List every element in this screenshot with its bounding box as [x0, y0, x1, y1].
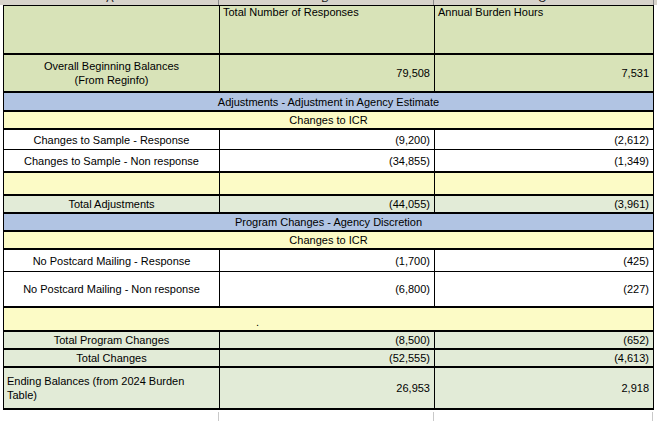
table-row-total-changes: Total Changes (52,555) (4,613) — [4, 348, 653, 366]
cell-label[interactable]: Changes to Sample - Response — [4, 130, 219, 149]
header-cell-label[interactable] — [4, 6, 219, 53]
cell-responses[interactable]: (52,555) — [219, 350, 434, 366]
header-cell-total-responses[interactable]: Total Number of Responses — [219, 6, 434, 53]
section-banner-changes-to-icr: Changes to ICR — [4, 110, 653, 128]
column-header-c[interactable]: C — [527, 0, 557, 4]
table-row-empty — [4, 171, 653, 194]
cell-hours[interactable]: (2,612) — [434, 130, 653, 149]
cell-hours[interactable]: 2,918 — [434, 368, 653, 408]
cell-label[interactable]: No Postcard Mailing - Response — [4, 250, 219, 271]
gridline — [433, 412, 434, 421]
gridline — [218, 412, 219, 421]
cell-label[interactable]: Overall Beginning Balances (From Reginfo… — [4, 55, 219, 91]
cell-hours[interactable]: 7,531 — [434, 55, 653, 91]
cell-hours[interactable]: (425) — [434, 250, 653, 271]
cell-hours[interactable]: (3,961) — [434, 196, 653, 212]
cell-responses[interactable]: (6,800) — [219, 272, 434, 306]
banner-cell[interactable]: Program Changes - Agency Discretion — [4, 214, 653, 230]
gridline — [652, 412, 653, 421]
cell-label[interactable]: Ending Balances (from 2024 Burden Table) — [4, 368, 219, 408]
cell-hours[interactable]: (1,349) — [434, 150, 653, 171]
table-row-ending-balances: Ending Balances (from 2024 Burden Table)… — [4, 366, 653, 410]
cell-responses[interactable]: (34,855) — [219, 150, 434, 171]
cell-label[interactable]: Total Changes — [4, 350, 219, 366]
banner-cell[interactable]: Changes to ICR — [4, 112, 653, 128]
cell-hours[interactable]: (227) — [434, 272, 653, 306]
spacer-cell[interactable]: . — [4, 308, 653, 330]
table-row: Overall Beginning Balances (From Reginfo… — [4, 53, 653, 91]
column-header-a[interactable]: A — [95, 0, 125, 4]
cell-label[interactable]: Total Program Changes — [4, 332, 219, 348]
cell-label[interactable]: Total Adjustments — [4, 196, 219, 212]
section-banner-changes-to-icr: Changes to ICR — [4, 230, 653, 248]
cell-hours[interactable] — [434, 173, 653, 194]
cell-responses[interactable]: (1,700) — [219, 250, 434, 271]
stray-dot: . — [256, 316, 259, 328]
grid-area-below-table — [0, 412, 657, 421]
cell-responses[interactable]: (44,055) — [219, 196, 434, 212]
cell-responses[interactable] — [219, 173, 434, 194]
cell-responses[interactable]: (8,500) — [219, 332, 434, 348]
banner-cell[interactable]: Changes to ICR — [4, 232, 653, 248]
cell-hours[interactable]: (4,613) — [434, 350, 653, 366]
burden-change-table: Total Number of Responses Annual Burden … — [3, 5, 654, 410]
cell-label[interactable] — [4, 173, 219, 194]
cell-responses[interactable]: (9,200) — [219, 130, 434, 149]
cell-label[interactable]: No Postcard Mailing - Non response — [4, 272, 219, 306]
section-banner-program-changes: Program Changes - Agency Discretion — [4, 212, 653, 230]
table-row-empty: . — [4, 306, 653, 330]
table-row: Changes to Sample - Response (9,200) (2,… — [4, 128, 653, 149]
table-row-total-adjustments: Total Adjustments (44,055) (3,961) — [4, 194, 653, 212]
table-row: No Postcard Mailing - Response (1,700) (… — [4, 248, 653, 271]
table-row: Changes to Sample - Non response (34,855… — [4, 149, 653, 171]
header-cell-annual-burden-hours[interactable]: Annual Burden Hours — [434, 6, 653, 53]
table-row: No Postcard Mailing - Non response (6,80… — [4, 271, 653, 306]
banner-cell[interactable]: Adjustments - Adjustment in Agency Estim… — [4, 93, 653, 110]
column-header-b[interactable]: B — [310, 0, 340, 4]
table-header-row: Total Number of Responses Annual Burden … — [4, 6, 653, 53]
cell-hours[interactable]: (652) — [434, 332, 653, 348]
cell-label[interactable]: Changes to Sample - Non response — [4, 150, 219, 171]
section-banner-adjustments: Adjustments - Adjustment in Agency Estim… — [4, 91, 653, 110]
table-row-total-program-changes: Total Program Changes (8,500) (652) — [4, 330, 653, 348]
cell-responses[interactable]: 26,953 — [219, 368, 434, 408]
cell-responses[interactable]: 79,508 — [219, 55, 434, 91]
